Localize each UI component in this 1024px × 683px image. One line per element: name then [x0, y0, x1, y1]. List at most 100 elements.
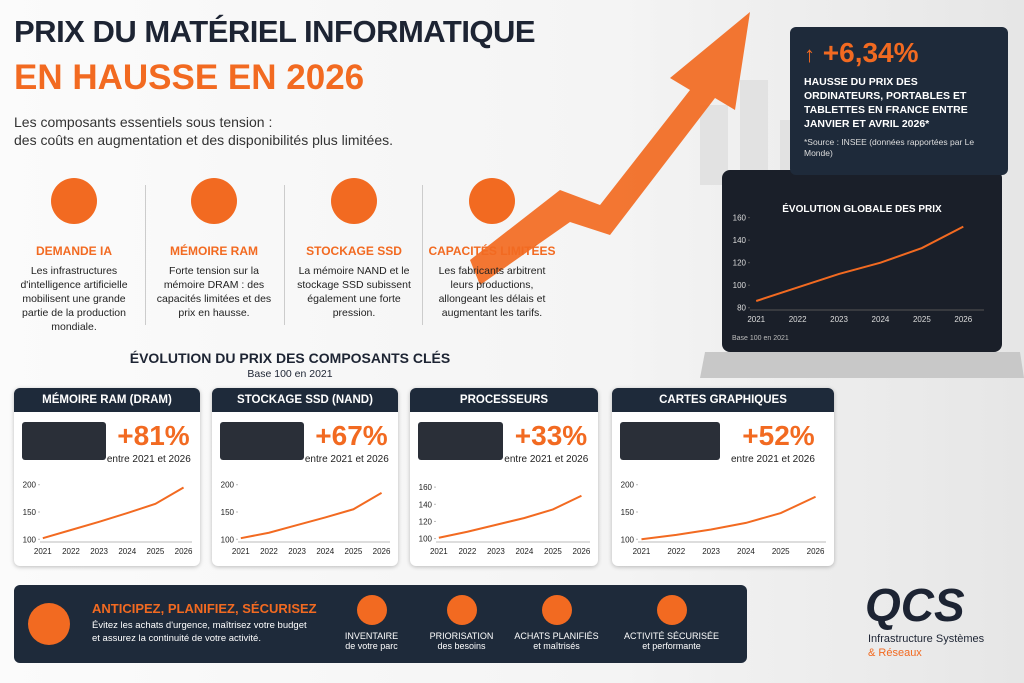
- up-arrow: ↑: [804, 42, 815, 67]
- x-tick-label: 2021: [430, 547, 448, 556]
- change: +67%: [315, 420, 388, 451]
- item-text: et performante: [642, 641, 701, 651]
- line-chart: 100 150 200 2021 2022 2023 2024 2025 2026: [23, 481, 193, 556]
- section-subtitle: Base 100 en 2021: [247, 368, 333, 380]
- icon: [356, 595, 387, 625]
- factor: STOCKAGE SSD La mémoire NAND et le stocka…: [288, 178, 420, 320]
- stat-number: +6,34%: [822, 37, 919, 68]
- chart-note: Base 100 en 2021: [732, 335, 789, 342]
- footer-bar: ANTICIPEZ, PLANIFIEZ, SÉCURISEZ Évitez l…: [14, 585, 747, 663]
- y-tick-label: 200: [221, 481, 235, 490]
- x-tick-label: 2025: [544, 547, 562, 556]
- factor-title: DEMANDE IA: [35, 244, 112, 258]
- subtitle: des coûts en augmentation et des disponi…: [14, 132, 393, 148]
- change: +52%: [742, 420, 815, 451]
- title: PRIX DU MATÉRIEL INFORMATIQUE: [14, 14, 536, 49]
- logo-name: QCS: [865, 579, 965, 631]
- icon: [541, 595, 572, 625]
- y-tick-label: 160: [733, 214, 747, 223]
- line: [641, 495, 816, 541]
- y-tick-label: 140: [419, 500, 433, 509]
- factor: DEMANDE IA Les infrastructures d'intellig…: [8, 178, 140, 334]
- card-title: PROCESSEURS: [410, 388, 598, 412]
- x-tick-label: 2021: [34, 547, 52, 556]
- card: CARTES GRAPHIQUES +52% entre 2021 et 2026: [612, 388, 834, 566]
- item-title: INVENTAIRE: [344, 631, 399, 641]
- footer-item: PRIORISATION des besoins: [414, 595, 509, 651]
- line-chart: 100 150 200 2021 2022 2023 2024 2025 2026: [221, 481, 391, 556]
- laptop-base: [700, 352, 1024, 378]
- factor: MÉMOIRE RAM Forte tension sur la mémoire …: [148, 178, 280, 320]
- stat-source: *Source : INSEE (données rapportées par …: [804, 137, 975, 158]
- factor-title: STOCKAGE SSD: [306, 244, 402, 258]
- card-title: MÉMOIRE RAM (DRAM): [14, 388, 200, 412]
- card-title: CARTES GRAPHIQUES: [612, 388, 834, 412]
- icon: [51, 178, 97, 224]
- caption: entre 2021 et 2026: [504, 454, 589, 465]
- x-tick-label: 2021: [633, 547, 651, 556]
- x-tick-label: 2023: [487, 547, 505, 556]
- y-tick-label: 160: [419, 483, 433, 492]
- x-tick-label: 2021: [747, 315, 765, 324]
- product-image: [620, 422, 720, 460]
- separator: [422, 185, 423, 325]
- y-tick-label: 80: [737, 304, 746, 313]
- product-image: [220, 422, 304, 460]
- icon: [331, 178, 377, 224]
- footer-title: ANTICIPEZ, PLANIFIEZ, SÉCURISEZ: [92, 601, 317, 616]
- laptop-screen: [722, 170, 1002, 352]
- x-tick-label: 2022: [458, 547, 476, 556]
- footer-item: ACHATS PLANIFIÉS et maîtrisés: [509, 595, 604, 651]
- factor: CAPACITÉS LIMITÉES Les fabricants arbitre…: [426, 178, 558, 320]
- line: [240, 492, 383, 540]
- factor-title: CAPACITÉS LIMITÉES: [428, 244, 556, 258]
- y-tick-label: 100: [221, 535, 235, 544]
- x-tick-label: 2023: [288, 547, 306, 556]
- factor-text: Les infrastructures d'intelligence artif…: [20, 265, 128, 333]
- card-title: STOCKAGE SSD (NAND): [212, 388, 398, 412]
- subtitle: Les composants essentiels sous tension :: [14, 114, 273, 130]
- icon: [469, 178, 515, 224]
- x-tick-label: 2023: [830, 315, 848, 324]
- icon: [446, 595, 477, 625]
- footer-item: INVENTAIRE de votre parc: [324, 595, 419, 651]
- x-tick-label: 2022: [62, 547, 80, 556]
- factor-text: La mémoire NAND et le stockage SSD subis…: [297, 265, 411, 319]
- y-tick-label: 140: [733, 236, 747, 245]
- card: STOCKAGE SSD (NAND) +67% entre 2021 et 202…: [212, 388, 398, 566]
- line: [438, 494, 582, 539]
- x-tick-label: 2022: [667, 547, 685, 556]
- x-tick-label: 2024: [316, 547, 334, 556]
- footer-text: Évitez les achats d'urgence, maîtrisez v…: [92, 620, 307, 644]
- separator: [284, 185, 285, 325]
- y-tick-label: 120: [419, 517, 433, 526]
- product-image: [418, 422, 503, 460]
- x-tick-label: 2026: [807, 547, 825, 556]
- card: PROCESSEURS +33% entre 2021 et 2026: [410, 388, 598, 566]
- x-tick-label: 2025: [772, 547, 790, 556]
- item-text: et maîtrisés: [533, 641, 580, 651]
- line-chart: 100 150 200 2021 2022 2023 2024 2025 2026: [621, 481, 826, 556]
- y-tick-label: 100: [419, 535, 433, 544]
- x-tick-label: 2026: [175, 547, 193, 556]
- x-tick-label: 2022: [789, 315, 807, 324]
- logo-text: Infrastructure Systèmes: [868, 633, 985, 645]
- x-tick-label: 2024: [872, 315, 890, 324]
- x-tick-label: 2026: [573, 547, 591, 556]
- card: MÉMOIRE RAM (DRAM) +81% entre 2021 et 2026: [14, 388, 200, 566]
- change: +81%: [117, 420, 190, 451]
- stat-value: ↑ +6,34%: [804, 37, 994, 69]
- x-tick-label: 2025: [345, 547, 363, 556]
- section-title: ÉVOLUTION DU PRIX DES COMPOSANTS CLÉS: [129, 350, 451, 366]
- line: [755, 225, 964, 302]
- caption: entre 2021 et 2026: [304, 454, 389, 465]
- x-tick-label: 2026: [373, 547, 391, 556]
- stat-box: ↑ +6,34% HAUSSE DU PRIX DES ORDINATEURS,…: [790, 27, 1008, 175]
- icon: [28, 603, 70, 645]
- y-tick-label: 150: [23, 508, 37, 517]
- x-tick-label: 2025: [147, 547, 165, 556]
- item-title: PRIORISATION: [429, 631, 494, 641]
- title: EN HAUSSE EN 2026: [14, 58, 365, 97]
- x-tick-label: 2024: [737, 547, 755, 556]
